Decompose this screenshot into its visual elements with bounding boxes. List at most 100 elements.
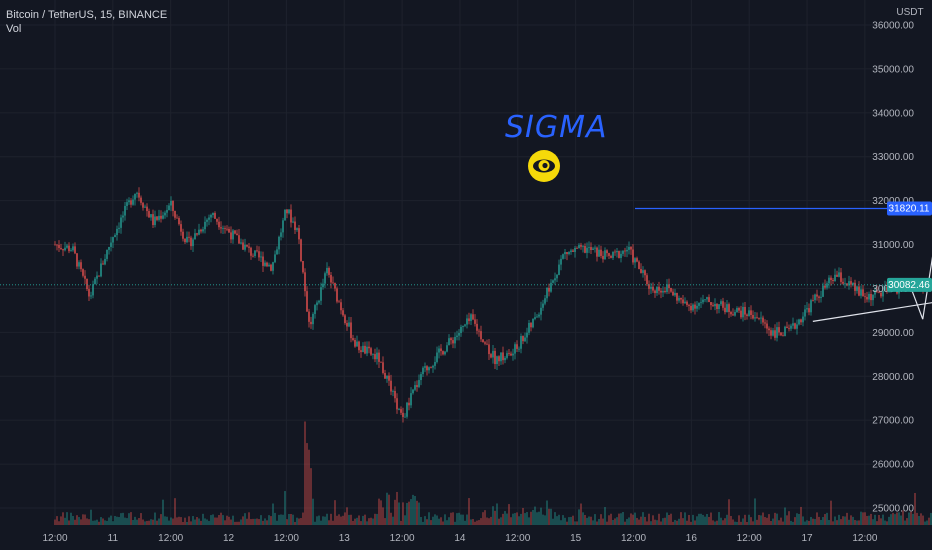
candle-body [62,249,64,251]
volume-bar [182,521,184,525]
y-tick-label: 29000.00 [872,328,914,339]
candle-body [514,344,516,354]
volume-bar [378,498,380,525]
volume-bar [400,520,402,525]
volume-bar [788,511,790,525]
candle-body [354,339,356,347]
volume-bar [758,514,760,525]
volume-bar [714,521,716,525]
volume-bar [212,514,214,525]
volume-bar [640,516,642,525]
volume-bar [798,513,800,525]
candle-body [612,251,614,258]
trend-line[interactable] [922,209,932,320]
candle-body [292,221,294,223]
volume-bar [478,520,480,525]
candle-body [348,322,350,327]
candle-body [876,289,878,292]
candle-body [328,267,330,275]
x-tick-label: 12:00 [852,533,877,544]
volume-bar [794,517,796,525]
volume-bar [454,521,456,525]
volume-bar [616,517,618,525]
candle-body [192,239,194,247]
volume-bar [636,517,638,525]
candle-body [826,283,828,288]
volume-bar [324,516,326,525]
volume-legend[interactable]: Vol [6,23,22,35]
candle-body [578,245,580,249]
candle-body [652,286,654,291]
volume-bar [346,507,348,525]
volume-bar [874,514,876,525]
volume-bar [768,514,770,525]
volume-bar [808,520,810,525]
volume-bar [154,512,156,525]
candle-body [314,305,316,314]
triangle-drawing[interactable] [812,209,932,322]
volume-bar [344,512,346,525]
volume-bar [232,515,234,525]
trend-line[interactable] [910,288,924,320]
volume-bar [60,516,62,525]
candle-body [270,264,272,271]
price-axis[interactable]: 25000.00 26000.00 27000.00 28000.00 29000.00… [872,21,914,515]
volume-bar [200,520,202,525]
candle-body [592,248,594,250]
candle-body [558,264,560,275]
candle-body [120,217,122,228]
volume-bar [156,520,158,525]
candle-body [472,314,474,320]
volume-bar [522,507,524,525]
volume-bar [124,517,126,525]
volume-bar [102,518,104,525]
candle-body [766,323,768,329]
candle-body [174,210,176,218]
volume-bar [646,521,648,525]
volume-bar [258,519,260,525]
candle-body [374,354,376,360]
volume-bar [168,520,170,525]
volume-bar [748,514,750,525]
candle-body [124,205,126,216]
volume-bar [604,507,606,525]
candle-body [622,250,624,254]
candle-body [632,249,634,263]
candle-body [204,221,206,230]
volume-bar [546,500,548,525]
volume-bar [228,516,230,525]
volume-bar [360,521,362,525]
sigma-annotation[interactable]: SIGMA [505,110,608,145]
volume-bar [654,519,656,525]
candle-body [784,326,786,337]
candle-body [350,322,352,339]
candle-body [126,202,128,206]
volume-bar [854,520,856,525]
volume-bar [120,513,122,525]
candle-body [254,250,256,256]
volume-bar [898,512,900,525]
candle-body [606,250,608,254]
volume-bar [862,512,864,525]
volume-bar [906,518,908,525]
trend-line[interactable] [812,295,932,322]
volume-bar [196,517,198,525]
volume-bar [134,516,136,525]
candle-body [526,332,528,338]
candle-body [122,215,124,218]
candle-body [396,398,398,410]
candle-body [282,220,284,233]
volume-bar [160,514,162,525]
candle-body [550,282,552,292]
candle-body [96,275,98,279]
candle-body [702,299,704,303]
symbol-title[interactable]: Bitcoin / TetherUS, 15, BINANCE [6,9,168,21]
candle-body [792,323,794,326]
volume-bar [910,511,912,525]
candle-body [704,299,706,301]
candle-body [706,297,708,300]
candle-body [616,251,618,253]
candle-body [646,275,648,285]
time-axis[interactable]: 12:00 11 12:00 12 12:00 13 12:00 14 12:00 15 12:00… [42,533,877,544]
